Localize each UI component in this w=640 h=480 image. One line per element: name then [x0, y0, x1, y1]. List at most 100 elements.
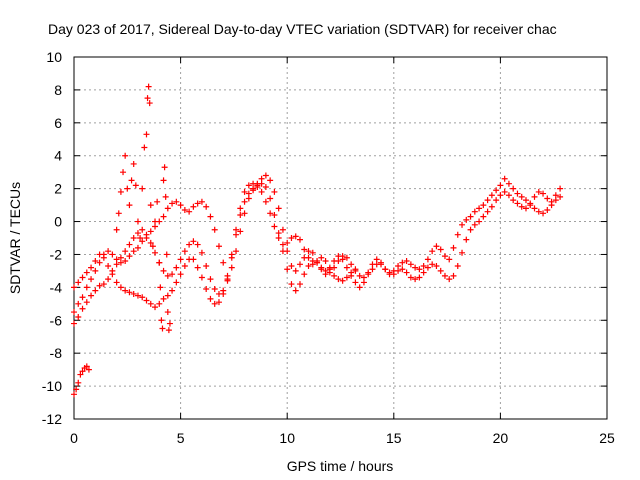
data-point: [497, 192, 504, 199]
data-point: [156, 300, 163, 307]
data-point: [343, 254, 350, 261]
data-point: [540, 210, 547, 217]
data-point: [262, 183, 269, 190]
data-point: [484, 208, 491, 215]
data-point: [557, 185, 564, 192]
data-point: [467, 226, 474, 233]
data-point: [83, 299, 90, 306]
data-point: [241, 210, 248, 217]
data-point: [429, 248, 436, 255]
data-point: [510, 197, 517, 204]
data-point: [164, 309, 171, 316]
data-point: [159, 325, 166, 332]
data-point: [339, 277, 346, 284]
data-point: [143, 297, 150, 304]
data-point: [88, 292, 95, 299]
data-point: [152, 249, 159, 256]
data-point: [279, 248, 286, 255]
data-point: [122, 152, 129, 159]
y-axis-label: SDTVAR / TECUs: [7, 182, 23, 294]
data-point: [160, 267, 167, 274]
data-point: [514, 190, 521, 197]
data-point: [190, 256, 197, 263]
y-tick-label: 8: [54, 82, 62, 98]
data-point: [83, 284, 90, 291]
data-point: [71, 320, 77, 327]
data-point: [356, 272, 363, 279]
x-tick-label: 15: [386, 430, 402, 446]
series-trace-b: [71, 180, 359, 316]
data-point: [147, 202, 154, 209]
data-point: [224, 276, 231, 283]
data-point: [105, 248, 112, 255]
data-point: [77, 371, 84, 378]
data-point: [88, 264, 95, 271]
data-point: [124, 185, 131, 192]
data-point: [237, 228, 244, 235]
data-point: [149, 243, 156, 250]
data-point: [128, 177, 135, 184]
series-trace-c: [71, 172, 564, 327]
data-point: [241, 198, 248, 205]
data-point: [424, 264, 431, 271]
data-point: [237, 211, 244, 218]
data-point: [220, 259, 227, 266]
data-point: [488, 192, 495, 199]
data-point: [220, 290, 227, 297]
data-point: [181, 248, 188, 255]
data-point: [433, 243, 440, 250]
data-point: [522, 205, 529, 212]
data-point: [126, 253, 133, 260]
data-point: [139, 226, 146, 233]
data-point: [429, 261, 436, 268]
data-point: [158, 317, 165, 324]
data-point: [343, 274, 350, 281]
data-point: [173, 264, 180, 271]
data-point: [165, 327, 172, 334]
plot-frame: [73, 56, 608, 420]
data-point: [190, 203, 197, 210]
data-point: [152, 304, 159, 311]
data-point: [459, 249, 466, 256]
data-point: [96, 251, 103, 258]
data-point: [369, 261, 376, 268]
data-point: [301, 254, 308, 261]
data-point: [412, 264, 419, 271]
data-point: [476, 205, 483, 212]
data-point: [463, 216, 470, 223]
y-tick-label: -8: [50, 345, 63, 361]
data-point: [115, 210, 122, 217]
data-point: [85, 366, 92, 373]
data-point: [552, 192, 559, 199]
data-point: [177, 271, 184, 278]
data-point: [365, 269, 372, 276]
data-point: [459, 221, 466, 228]
y-tick-label: -2: [50, 246, 63, 262]
data-point: [163, 251, 170, 258]
data-point: [301, 271, 308, 278]
data-point: [164, 292, 171, 299]
data-point: [476, 218, 483, 225]
y-tick-label: -12: [42, 411, 62, 427]
data-point: [378, 259, 385, 266]
data-point: [139, 238, 146, 245]
data-point: [146, 100, 153, 107]
data-point: [305, 248, 312, 255]
data-point: [301, 246, 308, 253]
data-point: [331, 258, 338, 265]
data-point: [467, 213, 474, 220]
data-point: [339, 256, 346, 263]
data-point: [275, 205, 282, 212]
data-point: [166, 320, 173, 327]
data-point: [83, 363, 90, 370]
data-point: [352, 279, 359, 286]
series-trace-a: [71, 363, 92, 398]
data-point: [441, 253, 448, 260]
data-point: [407, 274, 414, 281]
series-trace-e: [113, 83, 173, 334]
data-point: [233, 248, 240, 255]
data-point: [137, 235, 144, 241]
data-point: [113, 261, 120, 268]
data-point: [279, 226, 286, 233]
data-point: [446, 276, 453, 283]
